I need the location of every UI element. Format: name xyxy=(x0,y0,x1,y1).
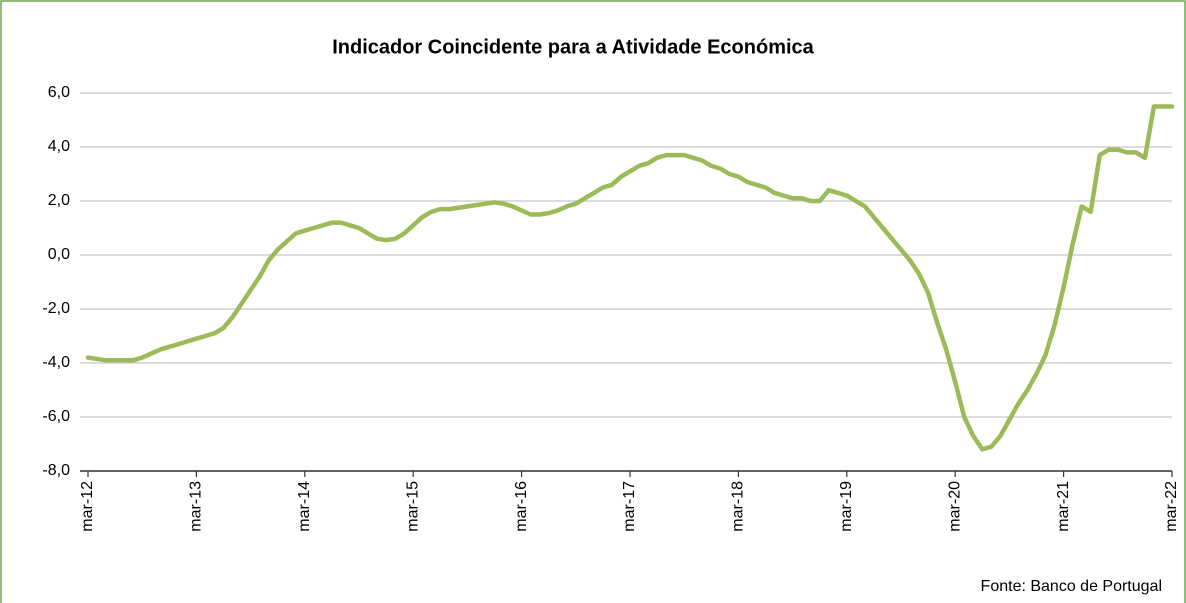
y-tick-label: 4,0 xyxy=(48,138,70,155)
x-tick-label: mar-20 xyxy=(946,481,963,532)
x-tick-label: mar-16 xyxy=(513,481,530,532)
x-tick-label: mar-17 xyxy=(621,481,638,532)
x-tick-label: mar-18 xyxy=(730,481,747,532)
x-tick-label: mar-21 xyxy=(1055,481,1072,532)
y-tick-label: -4,0 xyxy=(42,354,70,371)
y-tick-label: -8,0 xyxy=(42,462,70,479)
x-tick-label: mar-19 xyxy=(838,481,855,532)
chart-title: Indicador Coincidente para a Atividade E… xyxy=(332,36,814,58)
x-tick-label: mar-22 xyxy=(1163,481,1180,532)
data-line xyxy=(85,104,1175,452)
source-note: Fonte: Banco de Portugal xyxy=(981,578,1162,595)
x-tick-label: mar-13 xyxy=(188,481,205,532)
y-tick-label: 6,0 xyxy=(48,84,70,101)
y-tick-label: 0,0 xyxy=(48,246,70,263)
y-tick-label: -6,0 xyxy=(42,408,70,425)
y-tick-label: 2,0 xyxy=(48,192,70,209)
x-tick-label: mar-14 xyxy=(296,481,313,532)
x-tick-label: mar-12 xyxy=(79,481,96,532)
y-tick-label: -2,0 xyxy=(42,300,70,317)
x-tick-label: mar-15 xyxy=(404,481,421,532)
